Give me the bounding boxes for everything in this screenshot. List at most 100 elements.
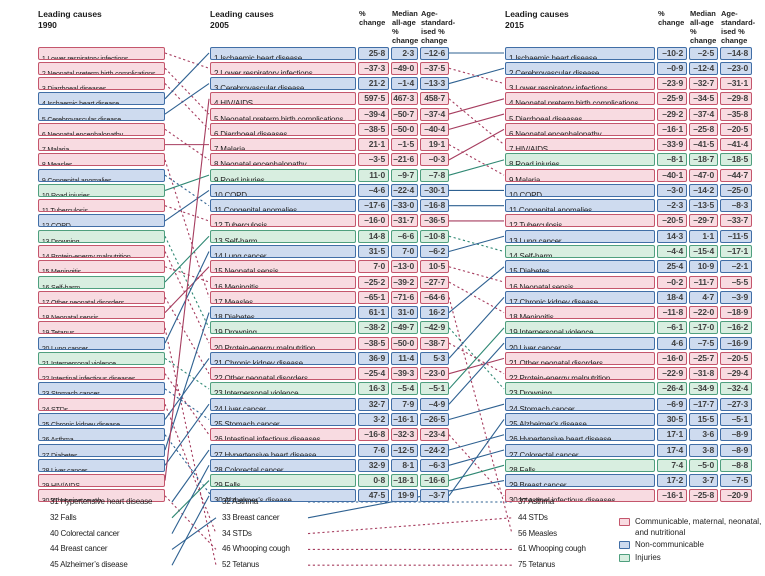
connector-line: [448, 403, 505, 421]
connector-line: [164, 297, 210, 374]
value-box: –2·1: [720, 260, 752, 274]
value-box: –27·7: [420, 275, 449, 289]
value-box: 3·8: [689, 443, 718, 457]
value-box: 15·5: [689, 412, 718, 426]
connector-line: [171, 480, 210, 519]
cause-box: 17 Other neonatal disorders: [38, 290, 165, 304]
cause-box: 5 Cerebrovascular disease: [38, 107, 165, 121]
value-box: –26·5: [420, 412, 449, 426]
value-box: –23·0: [720, 61, 752, 75]
overflow-cause-item: 34 STDs: [222, 528, 252, 538]
overflow-cause-item: 45 Alzheimer’s disease: [50, 560, 128, 570]
value-box: 10·9: [689, 260, 718, 274]
value-box: –38·2: [358, 321, 389, 335]
connector-line: [448, 266, 505, 314]
value-box: –49·0: [391, 61, 418, 75]
cause-label: 18 Neonatal sepsis: [41, 313, 99, 320]
value-box: –3·5: [358, 153, 389, 167]
connector-line: [164, 358, 210, 420]
cause-box: 23 Drowning: [505, 382, 655, 396]
cause-box: 23 Stomach cancer: [38, 382, 165, 396]
connector-line: [448, 464, 505, 482]
cause-label: 3 Cerebrovascular disease: [214, 84, 305, 91]
connector-line: [164, 495, 217, 550]
value-box: –13·5: [689, 199, 718, 213]
cause-label: 13 Lung cancer: [509, 236, 562, 243]
cause-label: 18 Diabetes: [214, 313, 255, 320]
cause-box: 13 Drowning: [38, 229, 165, 243]
cause-label: 14 Self-harm: [509, 252, 553, 258]
connector-line: [448, 159, 505, 176]
cause-label: 21 Chronic kidney disease: [214, 358, 303, 365]
value-box: –49·7: [391, 321, 418, 335]
cause-box: 11 Congenital anomalies: [505, 199, 655, 213]
connector-line: [164, 251, 210, 344]
cause-box: 4 HIV/AIDS: [210, 92, 356, 106]
value-box: 31·5: [358, 245, 389, 258]
cause-box: 5 Neonatal preterm birth complications: [210, 107, 356, 121]
cause-label: 11 Congenital anomalies: [214, 206, 297, 213]
value-box: –33·7: [720, 214, 752, 228]
connector-line: [448, 113, 505, 130]
value-box: 467·3: [391, 92, 418, 106]
value-box: –27·3: [720, 397, 752, 411]
cause-box: 27 Diabetes: [38, 443, 165, 457]
value-box: –32·7: [689, 77, 718, 91]
overflow-cause-item: 44 STDs: [518, 512, 548, 522]
cause-box: 26 Hypertensive heart disease: [505, 428, 655, 442]
value-box: –10·2: [657, 46, 687, 60]
cause-label: 6 Neonatal encephalopathy: [509, 129, 602, 136]
value-box: –16·0: [358, 214, 389, 228]
connector-line: [448, 327, 505, 390]
legend-swatch-injuries-icon: [619, 553, 630, 562]
value-box: –8·3: [720, 199, 752, 213]
cause-label: 25 Chronic kidney disease: [41, 419, 120, 426]
value-box: 7·6: [358, 443, 389, 457]
cause-label: 29 Breast cancer: [509, 481, 567, 488]
value-box: 32·7: [358, 397, 389, 411]
cause-box: 16 Self-harm: [38, 275, 165, 289]
cause-label: 23 Drowning: [509, 389, 552, 396]
value-box: –18·1: [391, 474, 418, 488]
cause-box: 13 Lung cancer: [505, 229, 655, 243]
cause-box: 14 Lung cancer: [210, 245, 356, 258]
value-box: 30·5: [657, 412, 687, 426]
value-box: 11·4: [391, 351, 418, 365]
cause-box: 15 Neonatal sepsis: [210, 260, 356, 274]
overflow-cause-item: 56 Measles: [518, 528, 557, 538]
value-box: –16·2: [720, 321, 752, 335]
value-box: –38·5: [358, 336, 389, 350]
value-box: –4·6: [358, 183, 389, 197]
column-header-1990: Leading causes 1990: [38, 9, 102, 30]
value-box: –11·7: [689, 275, 718, 289]
value-box: 597·5: [358, 92, 389, 106]
value-box: 25·8: [358, 46, 389, 60]
cause-label: 29 HIV/AIDS: [41, 481, 80, 488]
column-header-2005: Leading causes 2005: [210, 9, 274, 30]
value-box: –23·4: [420, 428, 449, 442]
connector-line: [448, 67, 505, 85]
legend-label-communicable: Communicable, maternal, neonatal, and nu…: [635, 517, 762, 537]
value-box: –20·5: [720, 122, 752, 136]
value-box: –5·0: [689, 458, 718, 472]
cause-label: 19 Interpersonal violence: [509, 328, 594, 335]
value-box: –10·8: [420, 229, 449, 243]
cause-label: 22 Protein-energy malnutrition: [509, 374, 611, 381]
cause-label: 7 Malaria: [41, 145, 70, 152]
overflow-cause-item: 37 Asthma: [518, 497, 555, 506]
cause-label: 20 Lung cancer: [41, 343, 88, 350]
cause-label: 18 Meningitis: [509, 313, 554, 320]
value-box: –42·9: [420, 321, 449, 335]
cause-box: 3 Cerebrovascular disease: [210, 77, 356, 91]
overflow-cause-item: 75 Tetanus: [518, 560, 555, 570]
value-box: –7·8: [420, 168, 449, 182]
value-box: 2·3: [391, 46, 418, 60]
cause-label: 9 Malaria: [509, 175, 541, 182]
value-box: 25·4: [657, 260, 687, 274]
cause-box: 27 Hypertensive heart disease: [210, 443, 356, 457]
cause-label: 28 Colorectal cancer: [214, 465, 284, 472]
connector-line: [164, 373, 210, 436]
value-box: –6·2: [420, 245, 449, 258]
cause-box: 15 Meningitis: [38, 260, 165, 274]
overflow-cause-item: 32 Asthma: [222, 497, 259, 506]
